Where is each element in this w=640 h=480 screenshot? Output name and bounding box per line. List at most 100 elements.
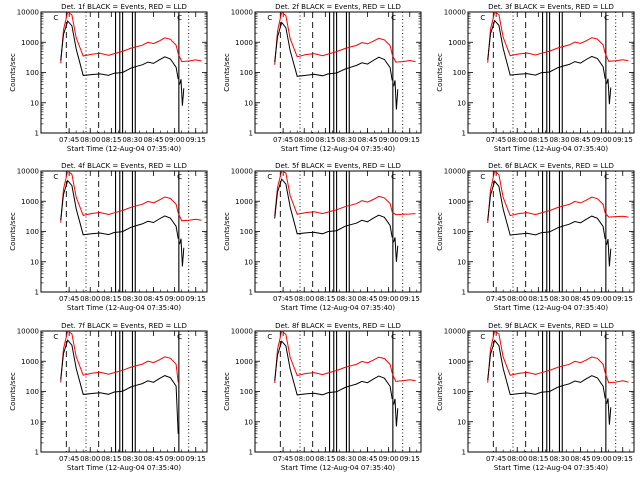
x-tick-label: 08:30: [549, 136, 569, 144]
x-tick-label: 08:45: [357, 295, 377, 303]
events-series-segment: [606, 78, 612, 105]
corner-letter: C: [480, 173, 485, 181]
corner-letter: C: [391, 173, 396, 181]
y-tick-label: 1000: [448, 39, 466, 47]
y-tick-label: 10000: [231, 328, 253, 336]
x-tick-label: 09:15: [613, 295, 633, 303]
x-axis-label: Start Time (12-Aug-04 07:35:40): [281, 304, 395, 312]
y-tick-label: 1: [249, 130, 253, 138]
y-axis-label: Counts/sec: [223, 372, 231, 411]
x-tick-label: 09:00: [592, 455, 612, 463]
y-tick-label: 10: [457, 418, 466, 426]
x-tick-label: 08:30: [122, 136, 142, 144]
corner-letter: C: [604, 173, 609, 181]
x-tick-label: 08:00: [507, 455, 527, 463]
x-tick-label: 07:45: [273, 136, 293, 144]
y-tick-label: 1: [249, 289, 253, 297]
x-tick-label: 09:15: [400, 455, 420, 463]
y-tick-label: 1: [35, 289, 39, 297]
y-tick-label: 10: [457, 258, 466, 266]
corner-letter: C: [604, 333, 609, 341]
events-series-segment: [606, 398, 612, 425]
x-tick-label: 08:15: [315, 455, 335, 463]
x-tick-label: 08:45: [143, 295, 163, 303]
x-tick-label: 08:15: [315, 295, 335, 303]
lld-series-line: [274, 12, 416, 65]
events-series-line: [487, 19, 606, 79]
events-series-line: [60, 339, 179, 434]
corner-letter: C: [604, 14, 609, 22]
y-tick-label: 1: [462, 449, 466, 457]
panel-det-7: Det. 7f BLACK = Events, RED = LLD 1 10 100 1…: [9, 322, 208, 472]
x-tick-label: 08:00: [80, 295, 100, 303]
y-tick-label: 10: [30, 258, 39, 266]
y-tick-label: 1000: [235, 198, 253, 206]
x-tick-label: 08:15: [528, 295, 548, 303]
y-tick-label: 1: [249, 449, 253, 457]
y-tick-label: 100: [240, 228, 253, 236]
x-tick-label: 08:45: [570, 295, 590, 303]
x-tick-label: 07:45: [59, 136, 79, 144]
x-tick-label: 09:00: [379, 136, 399, 144]
x-tick-label: 08:00: [294, 136, 314, 144]
x-tick-label: 08:00: [294, 455, 314, 463]
panel-det-5: Det. 5f BLACK = Events, RED = LLD 1 10 100 1…: [223, 162, 422, 312]
corner-letter: C: [391, 14, 396, 22]
panel-det-4: Det. 4f BLACK = Events, RED = LLD 1 10 100 1…: [9, 162, 208, 312]
y-tick-label: 10: [244, 258, 253, 266]
x-tick-label: 09:00: [592, 136, 612, 144]
events-series-line: [60, 179, 179, 239]
y-tick-label: 10000: [231, 9, 253, 17]
x-tick-label: 08:15: [528, 136, 548, 144]
events-series-segment: [179, 238, 185, 267]
x-tick-label: 09:15: [400, 295, 420, 303]
x-tick-label: 08:15: [101, 295, 121, 303]
panel-title: Det. 8f BLACK = Events, RED = LLD: [275, 322, 401, 330]
corner-letter: C: [391, 333, 396, 341]
x-tick-label: 08:30: [122, 455, 142, 463]
panel-det-1: Det. 1f BLACK = Events, RED = LLD 1 10 100 1…: [9, 3, 208, 153]
events-series-segment: [393, 80, 399, 110]
x-tick-label: 07:45: [486, 295, 506, 303]
panel-title: Det. 7f BLACK = Events, RED = LLD: [61, 322, 187, 330]
panel-det-8: Det. 8f BLACK = Events, RED = LLD 1 10 100 1…: [223, 322, 422, 472]
x-tick-label: 08:00: [80, 455, 100, 463]
y-tick-label: 1: [35, 130, 39, 138]
corner-letter: C: [53, 333, 58, 341]
x-tick-label: 07:45: [59, 455, 79, 463]
events-series-segment: [393, 398, 399, 427]
x-tick-label: 09:15: [613, 136, 633, 144]
y-tick-label: 1: [35, 449, 39, 457]
x-tick-label: 08:15: [528, 455, 548, 463]
x-tick-label: 07:45: [486, 136, 506, 144]
x-tick-label: 08:30: [122, 295, 142, 303]
x-tick-label: 09:00: [379, 295, 399, 303]
y-tick-label: 10000: [444, 328, 466, 336]
x-tick-label: 09:00: [379, 455, 399, 463]
lld-series-line: [60, 331, 179, 383]
events-series-line: [274, 340, 393, 399]
x-tick-label: 09:00: [592, 295, 612, 303]
y-tick-label: 10000: [231, 168, 253, 176]
panel-title: Det. 5f BLACK = Events, RED = LLD: [275, 162, 401, 170]
panel-det-9: Det. 9f BLACK = Events, RED = LLD 1 10 100 1…: [436, 322, 635, 472]
y-tick-label: 1: [462, 130, 466, 138]
x-tick-label: 09:00: [165, 455, 185, 463]
y-tick-label: 10: [30, 99, 39, 107]
y-tick-label: 1000: [448, 358, 466, 366]
corner-letter: C: [177, 173, 182, 181]
x-tick-label: 08:00: [507, 295, 527, 303]
x-axis-label: Start Time (12-Aug-04 07:35:40): [494, 464, 608, 472]
lld-series-line: [487, 171, 629, 224]
panel-title: Det. 4f BLACK = Events, RED = LLD: [61, 162, 187, 170]
events-series-segment: [393, 237, 399, 262]
events-series-segment: [606, 238, 612, 267]
events-series-line: [60, 20, 179, 80]
events-series-line: [487, 339, 606, 399]
corner-letter: C: [267, 173, 272, 181]
x-tick-label: 08:30: [549, 455, 569, 463]
x-axis-label: Start Time (12-Aug-04 07:35:40): [281, 464, 395, 472]
x-tick-label: 08:15: [315, 136, 335, 144]
x-tick-label: 08:15: [101, 455, 121, 463]
